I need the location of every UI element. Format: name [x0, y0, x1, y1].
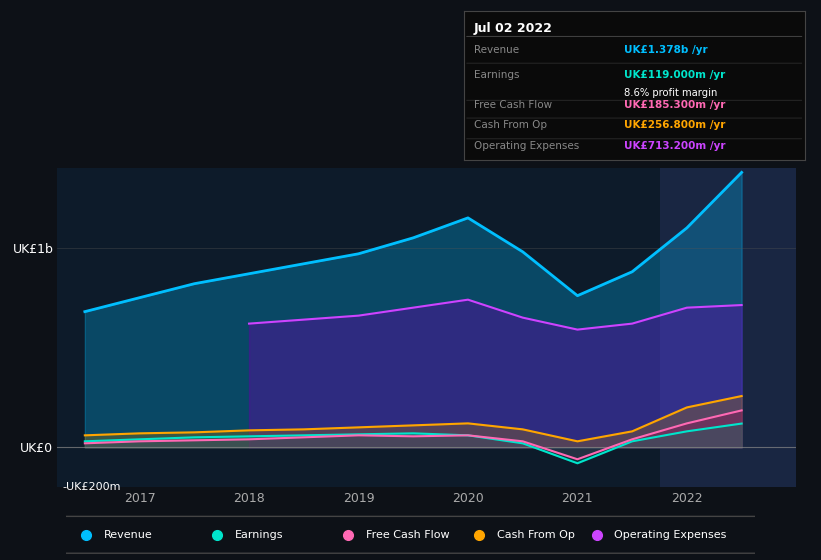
Text: Cash From Op: Cash From Op: [474, 120, 547, 130]
Text: UK£185.300m /yr: UK£185.300m /yr: [624, 100, 726, 110]
Text: Free Cash Flow: Free Cash Flow: [474, 100, 553, 110]
Text: Operating Expenses: Operating Expenses: [614, 530, 727, 540]
Text: Free Cash Flow: Free Cash Flow: [365, 530, 449, 540]
Text: Revenue: Revenue: [474, 45, 519, 55]
Text: UK£256.800m /yr: UK£256.800m /yr: [624, 120, 726, 130]
Text: Cash From Op: Cash From Op: [497, 530, 575, 540]
Bar: [659, 168, 796, 487]
Text: -UK£200m: -UK£200m: [63, 482, 122, 492]
Text: UK£119.000m /yr: UK£119.000m /yr: [624, 70, 725, 80]
Text: Revenue: Revenue: [103, 530, 153, 540]
Text: UK£713.200m /yr: UK£713.200m /yr: [624, 141, 726, 151]
Text: Earnings: Earnings: [235, 530, 283, 540]
Text: UK£1.378b /yr: UK£1.378b /yr: [624, 45, 708, 55]
Text: Earnings: Earnings: [474, 70, 520, 80]
Text: Operating Expenses: Operating Expenses: [474, 141, 580, 151]
Text: Jul 02 2022: Jul 02 2022: [474, 22, 553, 35]
Text: 8.6% profit margin: 8.6% profit margin: [624, 88, 718, 98]
